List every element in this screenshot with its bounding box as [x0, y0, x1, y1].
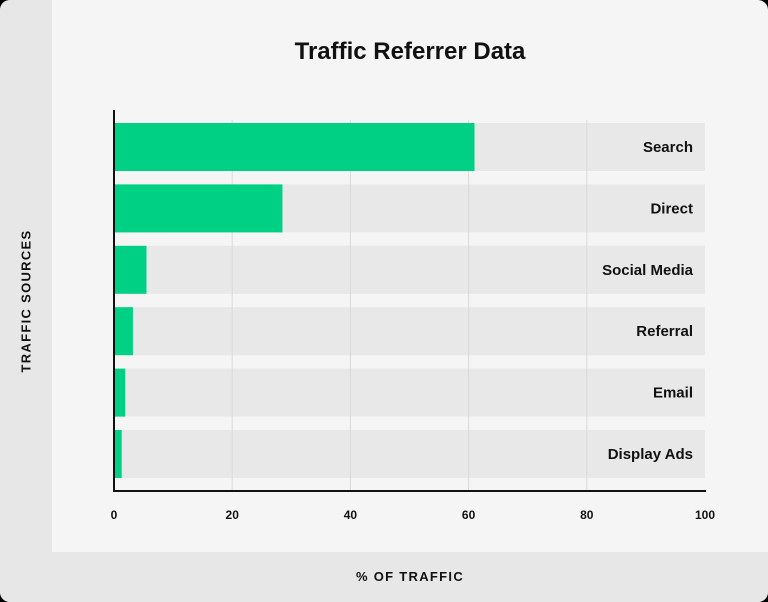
category-label: Display Ads [608, 446, 693, 463]
category-label: Email [653, 385, 693, 402]
x-tick-label: 60 [462, 508, 476, 522]
bar-track [114, 307, 705, 356]
bar [114, 430, 122, 478]
x-axis-band [52, 552, 768, 602]
x-tick-label: 80 [580, 508, 594, 522]
x-axis-title: % OF TRAFFIC [355, 569, 465, 584]
y-axis-band [0, 0, 52, 602]
x-tick-label: 100 [695, 508, 715, 522]
bar [114, 368, 126, 417]
category-label: Direct [650, 200, 693, 217]
bar [114, 184, 283, 233]
category-label: Social Media [602, 262, 694, 279]
category-label: Search [643, 139, 693, 156]
x-tick-label: 20 [226, 508, 240, 522]
x-tick-label: 40 [344, 508, 358, 522]
bar-track [114, 368, 705, 417]
category-label: Referral [636, 323, 693, 340]
x-tick-label: 0 [111, 508, 118, 522]
bar [114, 307, 133, 356]
bar-track [114, 245, 705, 294]
bar-track [114, 430, 705, 478]
bar [114, 245, 147, 294]
chart-title: Traffic Referrer Data [294, 38, 526, 65]
bar [114, 123, 475, 171]
